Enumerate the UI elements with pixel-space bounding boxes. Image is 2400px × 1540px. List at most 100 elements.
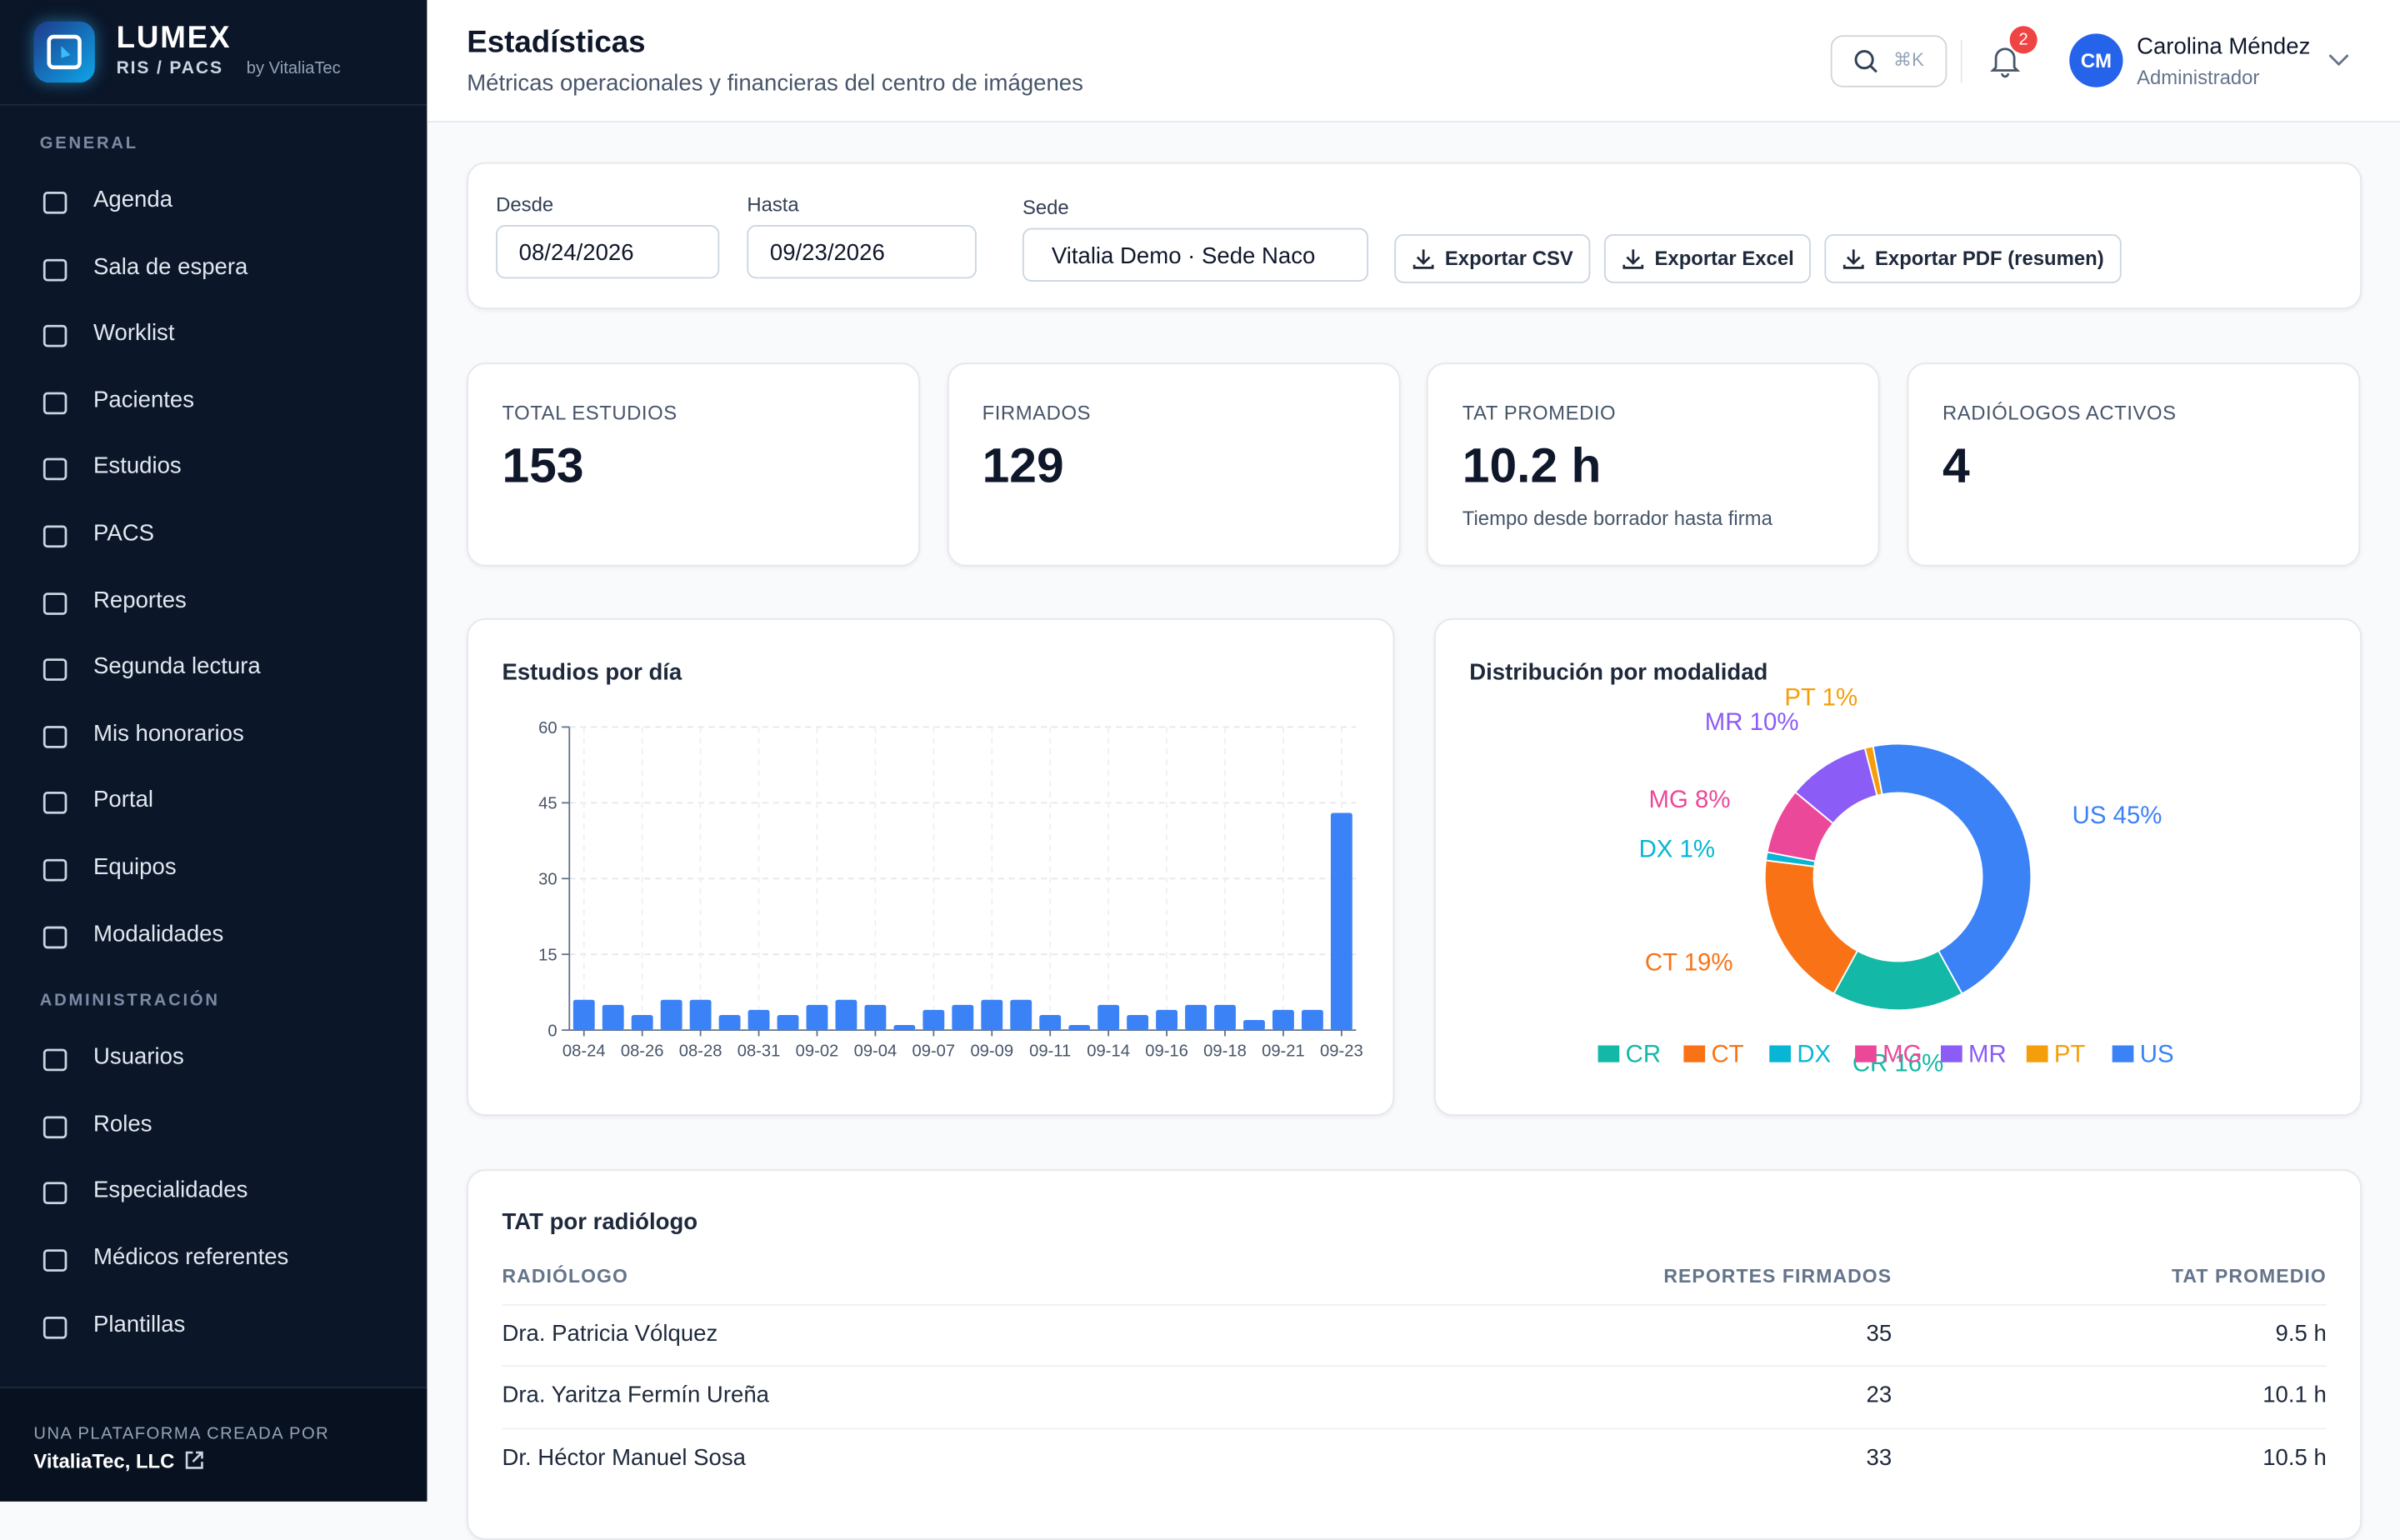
search-button[interactable]: ⌘K <box>1830 35 1948 88</box>
kpi-card: TAT PROMEDIO 10.2 h Tiempo desde borrador … <box>1427 362 1881 567</box>
legend-label: CR <box>1626 1041 1661 1068</box>
kpi-note: Tiempo desde borrador hasta firma <box>1462 506 1772 530</box>
bar-card: Estudios por día 0 15 30 45 60 08-24 08-26 08-2… <box>467 618 1395 1116</box>
icon-shape <box>42 858 68 882</box>
bar <box>952 1004 974 1031</box>
export-button[interactable]: Exportar PDF (resumen) <box>1824 234 2121 283</box>
kpi-value: 153 <box>502 438 584 493</box>
export-button[interactable]: Exportar Excel <box>1603 234 1811 283</box>
header: Estadísticas Métricas operacionales y fi… <box>427 0 2400 122</box>
chevron[interactable] <box>2327 51 2351 69</box>
footer-label: UNA PLATAFORMA CREADA POR <box>33 1425 330 1444</box>
y-tick-label: 0 <box>548 1022 557 1040</box>
table-cell: 9.5 h <box>2275 1321 2327 1348</box>
kpi-label: TOTAL ESTUDIOS <box>502 401 678 424</box>
bar <box>981 999 1003 1031</box>
export-button[interactable]: Exportar CSV <box>1394 234 1591 283</box>
from-input[interactable]: 08/24/2026 <box>496 225 720 279</box>
kpi-card: FIRMADOS 129 <box>947 362 1401 567</box>
x-tick-label: 09-14 <box>1087 1042 1130 1060</box>
table-cell: Dra. Patricia Vólquez <box>502 1321 718 1348</box>
site-label: Sede <box>1022 196 1069 219</box>
nav-item[interactable]: Especialidades <box>93 1178 248 1204</box>
icon-shape <box>42 1116 68 1138</box>
to-input[interactable]: 09/23/2026 <box>747 225 977 279</box>
nav-item[interactable]: Médicos referentes <box>93 1244 289 1271</box>
icon-shape <box>42 1048 68 1072</box>
legend-swatch <box>2026 1045 2048 1062</box>
nav-item[interactable]: Modalidades <box>93 920 224 948</box>
brand-by: by VitaliaTec <box>246 59 341 78</box>
bar <box>777 1014 799 1031</box>
bar <box>572 999 595 1031</box>
icon-shape <box>42 792 68 815</box>
bar <box>1330 812 1352 1031</box>
donut-chart: Distribución por modalidad CR 16%CT 19%D… <box>1469 659 2173 1078</box>
icon-shape <box>42 1182 68 1205</box>
table-cell: Dra. Yaritza Fermín Ureña <box>502 1382 769 1409</box>
legend-label: MG <box>1882 1041 1922 1068</box>
bar <box>689 999 712 1031</box>
nav-item[interactable]: Pacientes <box>93 387 195 413</box>
sidebar: LUMEX RIS / PACS by VitaliaTec GENERAL Ag… <box>0 0 428 1502</box>
nav-item[interactable]: Roles <box>93 1111 152 1138</box>
slice-label: PT 1% <box>1784 684 1858 712</box>
bar <box>1301 1009 1323 1031</box>
x-tick-label: 09-18 <box>1203 1042 1247 1060</box>
icon-shape <box>42 1249 68 1272</box>
column-header: TAT PROMEDIO <box>2171 1265 2327 1288</box>
from-label: Desde <box>496 192 554 216</box>
nav-item[interactable]: Equipos <box>93 853 177 881</box>
user-name: Carolina Méndez <box>2137 33 2311 60</box>
slice-label: MG 8% <box>1649 786 1731 813</box>
nav-item[interactable]: Estudios <box>93 453 182 480</box>
x-tick-label: 09-07 <box>912 1042 956 1060</box>
slice-label: MR 10% <box>1705 708 1799 736</box>
y-tick-label: 60 <box>538 719 557 738</box>
legend-label: CT <box>1711 1041 1743 1068</box>
y-tick-label: 30 <box>538 871 557 889</box>
avatar[interactable]: CM <box>2069 33 2123 88</box>
donut-slice <box>1763 859 1859 995</box>
bar <box>806 1004 828 1031</box>
bar <box>864 1004 887 1031</box>
bar <box>631 1014 653 1031</box>
legend-swatch <box>1769 1045 1791 1062</box>
site-value: Vitalia Demo · Sede Naco <box>1051 243 1316 270</box>
nav-item[interactable]: Worklist <box>93 320 175 347</box>
bar <box>602 1004 624 1031</box>
bell-icon[interactable] <box>1988 44 2022 78</box>
bar <box>1272 1009 1294 1031</box>
x-tick-label: 09-21 <box>1262 1042 1305 1060</box>
icon-shape <box>42 658 68 682</box>
nav-item[interactable]: Segunda lectura <box>93 653 261 680</box>
brand: LUMEX <box>116 21 232 56</box>
kpi-card: RADIÓLOGOS ACTIVOS 4 <box>1907 362 2361 567</box>
y-tick-label: 45 <box>538 795 557 813</box>
nav-item[interactable]: Reportes <box>93 587 187 613</box>
footer-link[interactable]: VitaliaTec, LLC <box>33 1449 175 1472</box>
slice-label: US 45% <box>2072 802 2162 829</box>
nav-item[interactable]: Mis honorarios <box>93 720 244 747</box>
x-tick-label: 09-16 <box>1145 1042 1188 1060</box>
bar <box>1127 1014 1149 1031</box>
x-tick-label: 08-24 <box>562 1042 606 1060</box>
bar <box>1010 999 1032 1031</box>
bar <box>835 999 858 1031</box>
nav-item[interactable]: Portal <box>93 787 154 814</box>
kpi-value: 129 <box>982 438 1064 493</box>
site-select[interactable]: Vitalia Demo · Sede Naco <box>1022 228 1369 282</box>
nav-item[interactable]: PACS <box>93 520 155 547</box>
kpi-label: RADIÓLOGOS ACTIVOS <box>1942 401 2177 424</box>
x-tick-label: 09-04 <box>854 1042 898 1060</box>
chart-title: Distribución por modalidad <box>1469 659 1768 685</box>
nav-item[interactable]: Usuarios <box>93 1043 184 1071</box>
nav-item[interactable]: Agenda <box>93 187 173 213</box>
x-tick-label: 09-02 <box>796 1042 839 1060</box>
nav-item[interactable]: Sala de espera <box>93 253 248 280</box>
search-icon <box>1854 50 1878 73</box>
bar <box>893 1025 916 1031</box>
nav-item[interactable]: Plantillas <box>93 1311 186 1338</box>
